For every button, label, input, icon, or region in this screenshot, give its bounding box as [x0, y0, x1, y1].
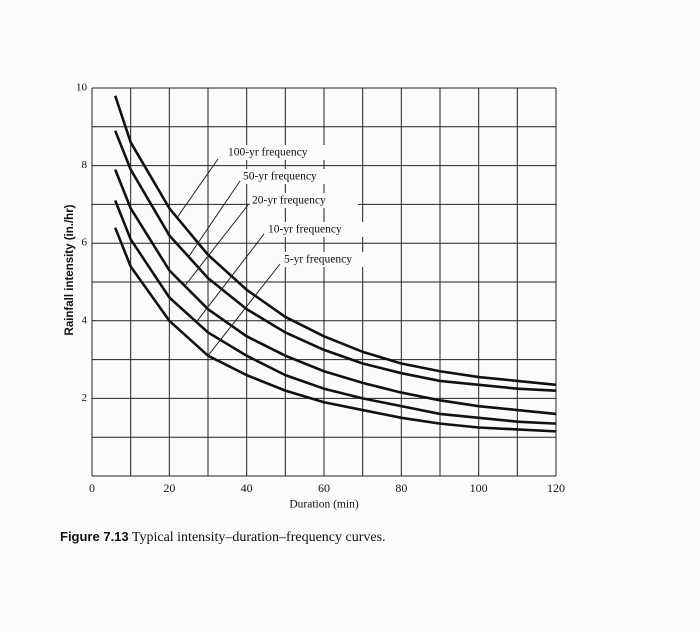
series-label: 10-yr frequency — [268, 224, 342, 236]
leader-line — [188, 180, 241, 258]
y-tick-label: 8 — [82, 159, 88, 171]
label-bg — [266, 222, 374, 237]
x-axis-title: Duration (min) — [289, 499, 358, 511]
caption-label: Figure 7.13 — [60, 529, 129, 544]
series-label: 50-yr frequency — [243, 171, 317, 183]
series-label: 100-yr frequency — [228, 147, 308, 159]
leader-line — [176, 158, 219, 218]
x-tick-label: 0 — [89, 481, 95, 495]
y-axis-title: Rainfall intensity (in./hr) — [64, 204, 76, 335]
leader-line — [184, 204, 249, 287]
label-bg — [226, 145, 334, 160]
y-tick-label: 6 — [82, 237, 88, 249]
x-tick-label: 120 — [547, 481, 565, 495]
caption-text: Typical intensity–duration–frequency cur… — [132, 530, 386, 545]
curve — [113, 168, 557, 416]
label-bg — [241, 169, 349, 184]
label-bg — [282, 252, 390, 267]
curve — [113, 227, 557, 433]
caption: Figure 7.13 Typical intensity–duration–f… — [60, 529, 386, 545]
y-tick-label: 4 — [82, 314, 88, 326]
series-label: 20-yr frequency — [252, 195, 326, 207]
label-bg — [250, 193, 358, 208]
curve — [113, 130, 557, 392]
leader-line — [196, 233, 265, 323]
x-tick-label: 80 — [395, 481, 407, 495]
curve — [113, 95, 557, 387]
x-tick-label: 100 — [470, 481, 488, 495]
x-tick-label: 60 — [318, 481, 330, 495]
y-tick-label: 2 — [82, 392, 88, 404]
curve — [113, 200, 557, 425]
x-tick-label: 20 — [163, 481, 175, 495]
series-label: 5-yr frequency — [284, 254, 352, 266]
y-tick-label: 10 — [76, 82, 88, 94]
leader-line — [207, 263, 281, 357]
x-tick-label: 40 — [241, 481, 253, 495]
